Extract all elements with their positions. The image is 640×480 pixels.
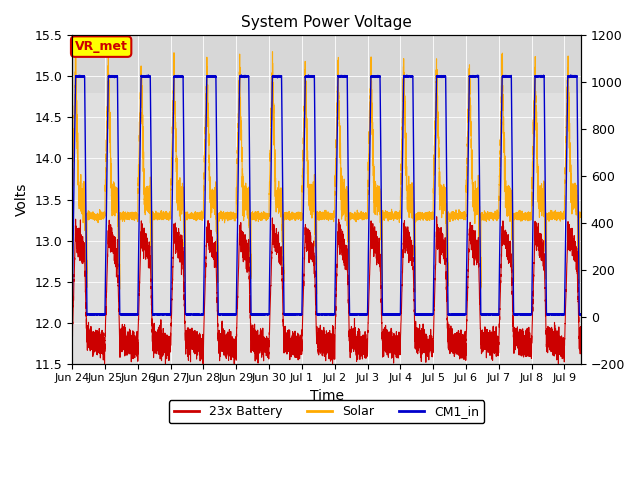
X-axis label: Time: Time bbox=[310, 389, 344, 403]
Legend: 23x Battery, Solar, CM1_in: 23x Battery, Solar, CM1_in bbox=[169, 400, 484, 423]
Y-axis label: Volts: Volts bbox=[15, 183, 29, 216]
Text: VR_met: VR_met bbox=[75, 40, 127, 53]
Bar bbox=[72, 36, 581, 93]
Title: System Power Voltage: System Power Voltage bbox=[241, 15, 412, 30]
